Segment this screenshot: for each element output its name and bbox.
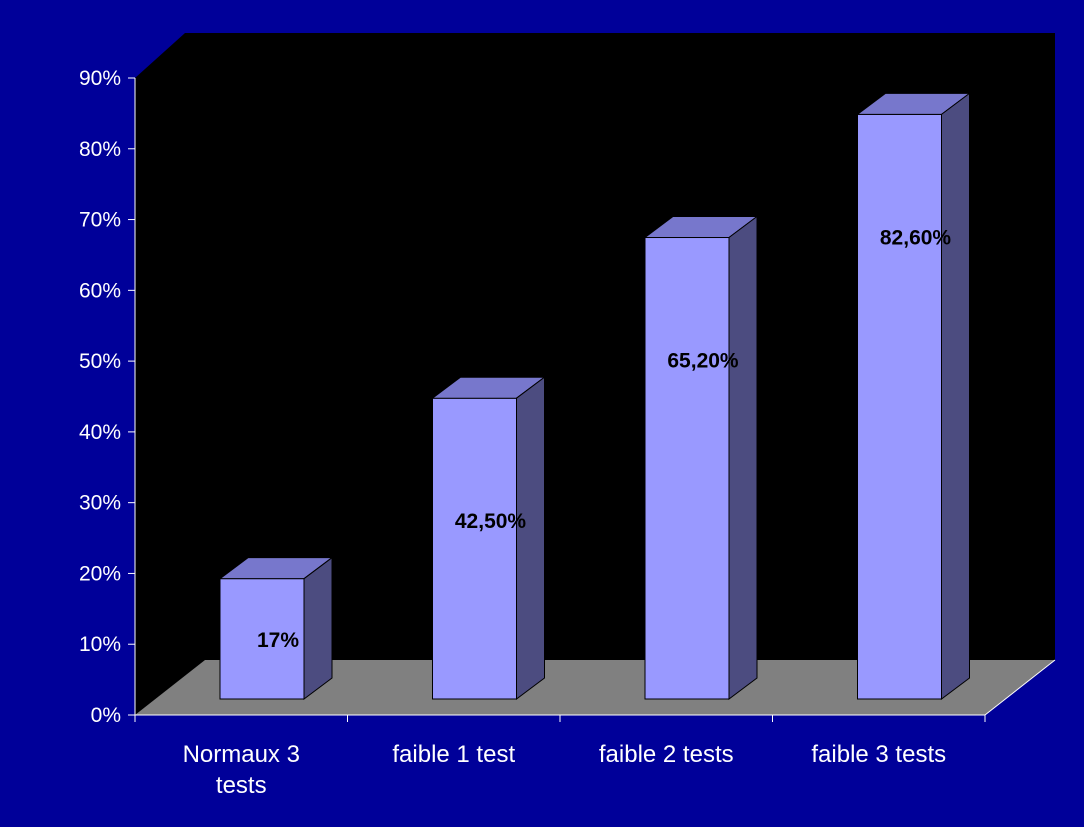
category-label: Normaux 3 tests [183, 741, 300, 799]
bar-side [516, 376, 545, 700]
bar-side [728, 215, 758, 700]
category-label: faible 3 tests [811, 741, 946, 768]
y-tick-label: 40% [79, 421, 121, 444]
bar-side [303, 556, 333, 700]
bar [856, 92, 971, 700]
y-axis: 0% 10% 20% 30% 40% 50% 60% 70% 80% 90% [79, 67, 135, 727]
floor-right-edge [984, 659, 1056, 716]
y-tick-label: 20% [79, 562, 121, 585]
y-tick-label: 90% [79, 67, 121, 90]
y-tick-label: 0% [91, 704, 121, 727]
bar-front [857, 113, 942, 700]
y-tick-label: 10% [79, 633, 121, 656]
bar [431, 376, 546, 700]
data-label: 17% [257, 629, 299, 652]
bars [218, 92, 971, 700]
bar-front [644, 237, 730, 700]
bar [218, 556, 334, 700]
data-labels: 17% 42,50% 65,20% 82,60% [257, 226, 951, 651]
category-label: faible 2 tests [599, 741, 734, 768]
bar [643, 215, 759, 700]
y-tick-label: 80% [79, 138, 121, 161]
y-tick-label: 60% [79, 279, 121, 302]
data-label: 82,60% [880, 226, 952, 249]
y-tick-label: 70% [79, 209, 121, 232]
data-label: 42,50% [455, 510, 527, 533]
plot-floor [135, 660, 1055, 715]
bar-side [941, 92, 970, 700]
category-label: faible 1 test [392, 741, 515, 768]
x-axis: Normaux 3 tests faible 1 test faible 2 test… [134, 715, 986, 799]
plot-back-wall [135, 33, 1055, 715]
bar-front [432, 397, 517, 700]
data-label: 65,20% [667, 350, 739, 373]
y-tick-label: 50% [79, 350, 121, 373]
bar-front [219, 578, 305, 700]
y-tick-label: 30% [79, 492, 121, 515]
